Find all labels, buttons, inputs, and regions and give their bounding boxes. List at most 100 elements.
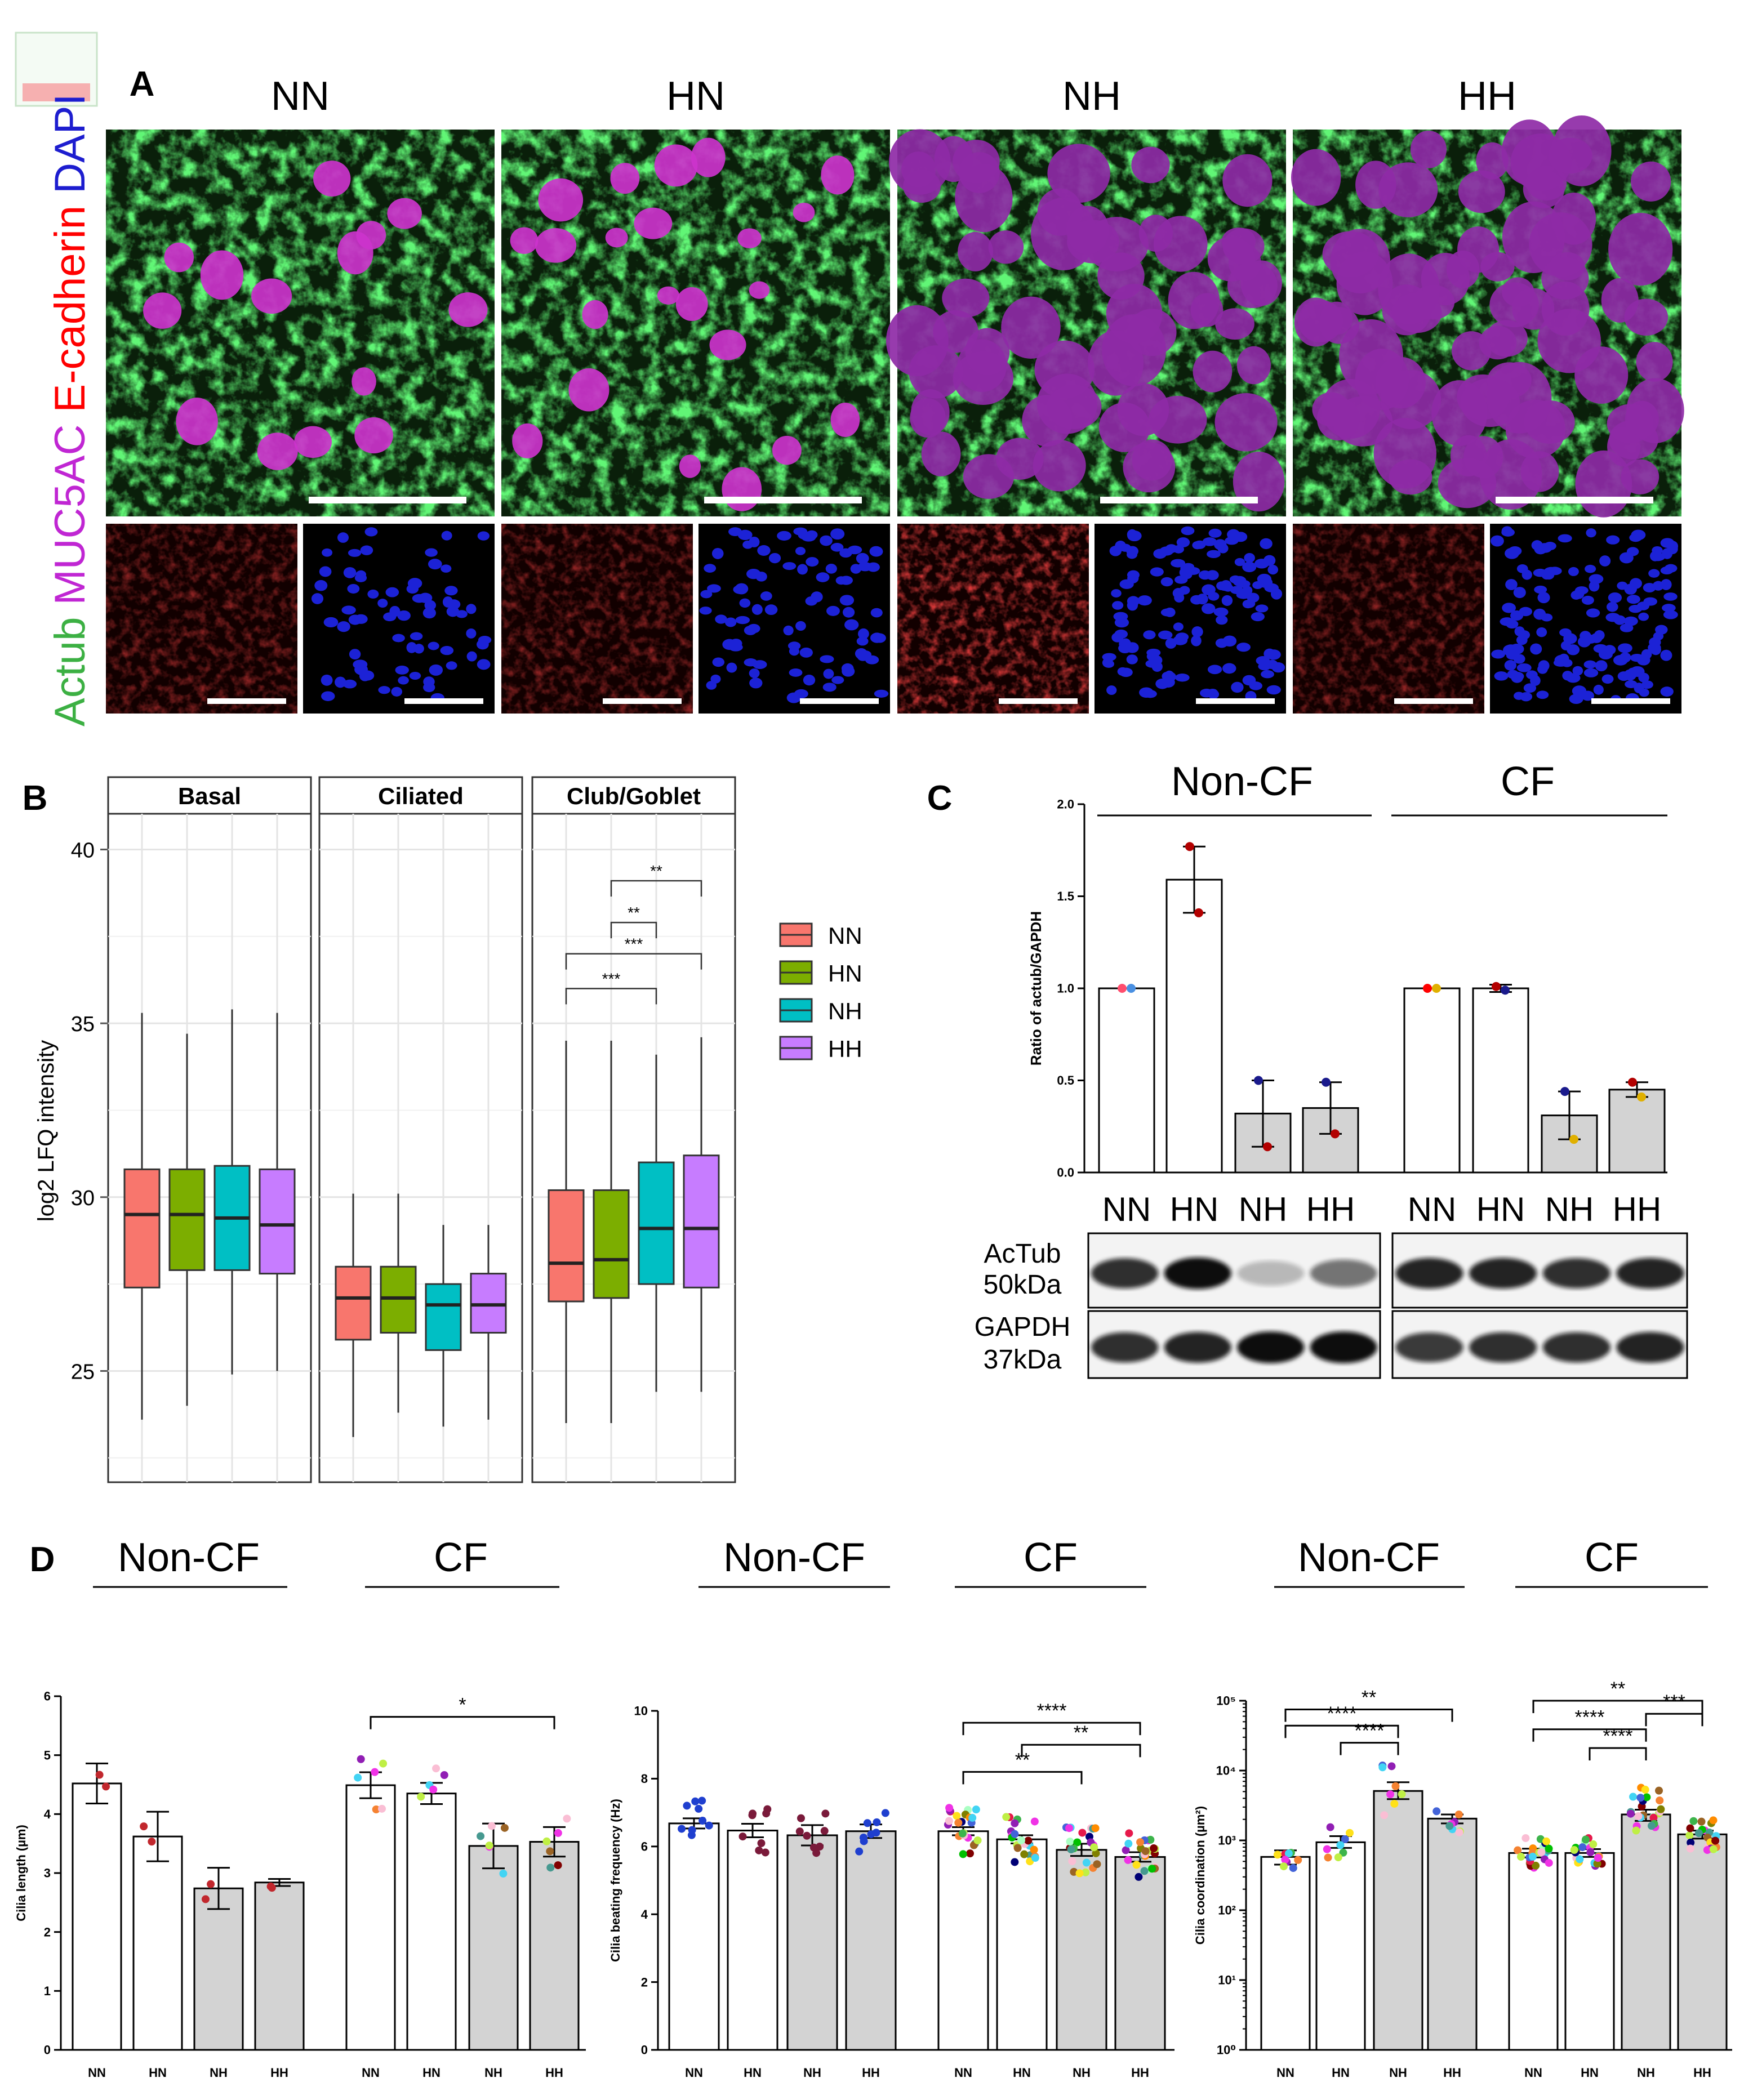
significance-label: **** [1327, 1703, 1357, 1724]
y-tick-label: 2 [44, 1925, 51, 1939]
data-point [1532, 1861, 1540, 1870]
y-tick-label: 4 [44, 1807, 51, 1821]
data-point [1686, 1824, 1694, 1833]
facet-2: Club/Goblet********** [531, 776, 736, 1483]
blot-strip [1087, 1310, 1381, 1379]
bar-group-1: HN [132, 1811, 183, 2080]
box-iqr [470, 1273, 507, 1334]
bar-group-6: NH [1621, 1809, 1671, 2080]
category-label: HH [1613, 1191, 1662, 1228]
scale-bar [1196, 698, 1275, 704]
stain-dapi: DAPI [46, 93, 94, 206]
data-point [797, 1814, 805, 1822]
scale-bar [309, 497, 466, 503]
bar [1315, 1841, 1366, 2051]
data-point [546, 1847, 554, 1856]
data-point [873, 1818, 881, 1826]
ecad-image-nh [897, 524, 1089, 714]
significance-label: *** [602, 970, 621, 987]
scale-bar [1100, 497, 1258, 503]
box-hn [380, 1193, 417, 1413]
significance-label: ** [1074, 1722, 1088, 1744]
data-point [1140, 1867, 1149, 1875]
data-point [1455, 1828, 1463, 1836]
merged-image-hn [501, 130, 890, 516]
y-tick-label: 6 [641, 1840, 648, 1854]
data-point [1641, 1785, 1649, 1794]
scale-bar [207, 698, 286, 704]
bar [1677, 1833, 1728, 2051]
data-point [207, 1880, 215, 1888]
panel-d-label: D [30, 1540, 55, 1579]
significance-bracket: *** [565, 935, 702, 970]
data-point [1075, 1869, 1084, 1878]
dapi-image-hn [699, 524, 890, 714]
data-point [1570, 1846, 1578, 1854]
y-tick-label: 5 [44, 1748, 51, 1762]
data-point [1279, 1862, 1288, 1871]
facet-strip [531, 776, 736, 815]
ecad-image-hh [1293, 524, 1484, 714]
y-tick-label: 10 [634, 1704, 648, 1718]
bar [72, 1782, 122, 2051]
data-point [1068, 1857, 1076, 1865]
significance-label: ** [650, 862, 662, 880]
data-point [1324, 1853, 1332, 1862]
data-point [1569, 1135, 1578, 1144]
bar [1098, 987, 1155, 1174]
bar [727, 1830, 778, 2051]
scale-bar [404, 698, 483, 704]
panel-a-label: A [130, 65, 155, 104]
y-tick-label: 10² [1218, 1903, 1236, 1918]
data-point [1586, 1848, 1595, 1857]
bar-group-6: NH [468, 1822, 519, 2080]
data-point [1124, 1839, 1133, 1848]
data-point [1017, 1836, 1025, 1844]
condition-label-nn: NN [271, 74, 330, 119]
data-point [803, 1831, 811, 1840]
significance-bracket: ** [610, 862, 702, 897]
y-tick-label: 2.0 [1057, 797, 1074, 812]
category-label: NH [803, 2066, 821, 2080]
data-point [699, 1817, 707, 1825]
significance-label: *** [625, 935, 643, 953]
blot-label-actub-kda: 50kDa [984, 1270, 1062, 1300]
significance-bracket: * [370, 1695, 555, 1729]
data-point [1093, 1860, 1101, 1869]
data-point [95, 1771, 104, 1779]
significance-label: **** [1575, 1707, 1605, 1728]
bar-group-7 [1608, 1081, 1666, 1174]
significance-bracket: **** [1532, 1707, 1647, 1742]
data-point [379, 1759, 388, 1768]
data-point [959, 1850, 967, 1858]
bar-group-3 [1302, 1081, 1359, 1174]
data-point [954, 1818, 963, 1827]
bar-group-5: HN [996, 1834, 1048, 2080]
bar-group-7: HH [1677, 1830, 1728, 2080]
data-point [755, 1846, 763, 1854]
data-point [357, 1755, 365, 1763]
bar [406, 1793, 457, 2051]
data-point [1334, 1853, 1342, 1862]
data-point [749, 1809, 757, 1818]
group-label-cf: CF [434, 1535, 488, 1580]
data-point [1289, 1864, 1297, 1872]
category-label: NH [1637, 2066, 1655, 2080]
category-label: NN [1408, 1191, 1457, 1228]
significance-label: **** [1037, 1700, 1067, 1722]
box-iqr [168, 1168, 206, 1271]
data-point [1545, 1844, 1553, 1853]
facet-plot-area [318, 813, 523, 1483]
data-point [1141, 1847, 1150, 1856]
category-label: HH [270, 2066, 288, 2080]
y-tick-label: 35 [71, 1013, 95, 1036]
data-point [1521, 1834, 1530, 1842]
data-point [1194, 908, 1203, 917]
category-label: HH [545, 2066, 563, 2080]
bar [1165, 879, 1223, 1174]
blot-band [1395, 1258, 1463, 1289]
data-point [945, 1817, 953, 1825]
category-label: HH [1443, 2066, 1461, 2080]
data-point [1336, 1841, 1345, 1849]
